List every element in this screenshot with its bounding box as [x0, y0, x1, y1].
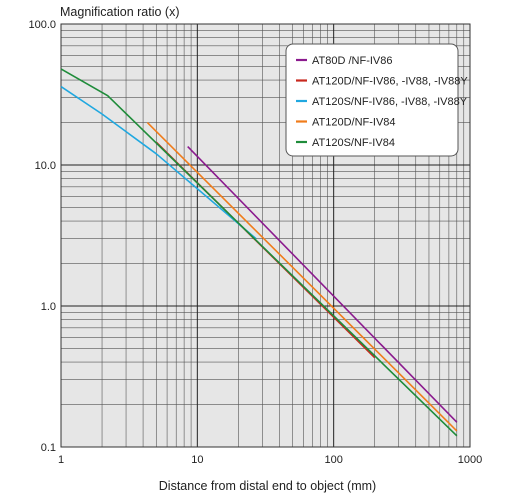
x-tick-label: 10: [191, 454, 203, 466]
legend-label: AT120D/NF-IV84: [312, 117, 396, 129]
y-tick-label: 1.0: [41, 301, 56, 313]
series-line-4: [146, 122, 458, 432]
x-tick-label: 100: [324, 454, 342, 466]
x-axis-title: Distance from distal end to object (mm): [159, 479, 376, 493]
legend-label: AT120D/NF-IV86, -IV88, -IV88Y: [312, 76, 468, 88]
tick-labels: 1 10 100 1000 0.1 1.0 10.0 100.0: [28, 19, 482, 466]
x-tick-label: 1000: [458, 454, 482, 466]
y-tick-label: 10.0: [35, 160, 56, 172]
x-tick-label: 1: [58, 454, 64, 466]
legend-label: AT120S/NF-IV86, -IV88, -IV88Y: [312, 96, 468, 108]
y-tick-label: 100.0: [28, 19, 56, 31]
plot-frame: [60, 23, 471, 448]
y-axis-title: Magnification ratio (x): [60, 5, 180, 19]
series-line-1: [187, 146, 458, 423]
legend-label: AT80D /NF-IV86: [312, 55, 393, 67]
y-tick-label: 0.1: [41, 442, 56, 454]
legend: AT80D /NF-IV86 AT120D/NF-IV86, -IV88, -IV…: [285, 43, 468, 157]
series-layer: [60, 68, 458, 437]
legend-box: [285, 43, 459, 157]
legend-label: AT120S/NF-IV84: [312, 137, 395, 149]
series-line-3: [60, 85, 257, 240]
series-line-5: [60, 68, 458, 437]
